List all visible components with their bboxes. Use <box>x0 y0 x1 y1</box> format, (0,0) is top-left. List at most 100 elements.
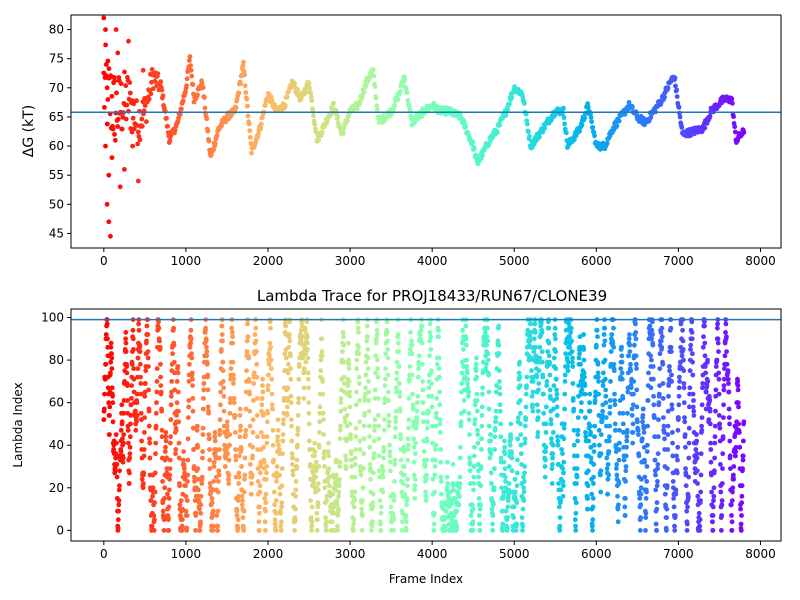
lambda-point <box>716 391 722 397</box>
lambda-point <box>533 344 538 350</box>
lambda-point <box>662 491 668 497</box>
lambda-point <box>230 359 236 365</box>
lambda-point <box>153 440 159 446</box>
lambda-point <box>303 359 309 365</box>
lambda-point <box>318 357 324 363</box>
delta-g-point <box>303 89 309 94</box>
lambda-point <box>611 368 617 374</box>
lambda-point <box>325 449 331 454</box>
lambda-point <box>225 427 230 433</box>
delta-g-point <box>241 59 246 65</box>
lambda-point <box>523 404 529 410</box>
lambda-point <box>576 383 582 388</box>
lambda-point <box>260 413 266 418</box>
lambda-point <box>712 468 717 474</box>
lambda-point <box>335 528 341 533</box>
lambda-point <box>502 474 508 480</box>
lambda-point <box>543 449 548 454</box>
lambda-point <box>250 417 256 423</box>
lambda-point <box>733 444 739 450</box>
lambda-point <box>234 513 240 518</box>
lambda-point <box>198 519 203 525</box>
lambda-point <box>280 432 286 437</box>
lambda-point <box>188 336 194 342</box>
lambda-point <box>633 321 638 327</box>
lambda-point <box>713 387 719 393</box>
lambda-point <box>153 423 159 429</box>
delta-g-point <box>108 233 113 239</box>
lambda-point <box>171 359 177 365</box>
delta-g-point <box>249 150 254 156</box>
lambda-point <box>381 447 387 452</box>
lambda-point <box>700 381 706 386</box>
lambda-point <box>605 476 611 482</box>
lambda-point <box>489 481 494 486</box>
lambda-point <box>625 410 630 416</box>
lambda-point <box>700 344 706 350</box>
lambda-point <box>699 402 705 408</box>
lambda-point <box>381 455 386 461</box>
lambda-point <box>346 366 352 371</box>
delta-g-point <box>204 116 210 122</box>
lambda-point <box>245 321 250 327</box>
lambda-point <box>200 425 206 431</box>
delta-g-point <box>673 83 678 89</box>
lambda-point <box>190 376 195 382</box>
lambda-point <box>301 385 307 391</box>
lambda-point <box>558 498 564 503</box>
lambda-point <box>541 410 547 416</box>
delta-g-point <box>284 94 290 100</box>
lambda-point <box>492 466 497 471</box>
lambda-point <box>724 361 730 367</box>
lambda-point <box>624 427 630 433</box>
lambda-point <box>163 430 169 435</box>
lambda-point <box>405 457 411 463</box>
lambda-point <box>174 379 180 384</box>
lambda-point <box>555 442 561 448</box>
lambda-point <box>582 391 588 397</box>
lambda-point <box>518 442 524 448</box>
lambda-point <box>420 379 426 384</box>
lambda-point <box>130 336 136 342</box>
lambda-point <box>242 455 248 461</box>
lambda-point <box>497 402 503 408</box>
lambda-point <box>180 517 185 523</box>
lambda-point <box>427 330 433 335</box>
lambda-point <box>710 513 716 518</box>
lambda-point <box>315 517 320 523</box>
lambda-point <box>184 498 190 503</box>
lambda-point <box>475 427 480 433</box>
delta-g-point <box>214 133 220 139</box>
lambda-point <box>438 430 443 435</box>
lambda-point <box>553 349 558 354</box>
lambda-point <box>627 332 632 337</box>
lambda-point <box>549 466 555 471</box>
lambda-point <box>236 493 241 499</box>
lambda-point <box>554 387 559 393</box>
lambda-point <box>562 406 567 412</box>
delta-g-xtick-label: 2000 <box>253 254 284 268</box>
lambda-point <box>268 344 274 350</box>
lambda-point <box>543 421 549 427</box>
lambda-point <box>575 427 581 433</box>
lambda-point <box>498 455 504 461</box>
lambda-point <box>585 468 591 474</box>
lambda-point <box>138 381 144 386</box>
lambda-point <box>452 496 458 501</box>
lambda-point <box>702 323 707 329</box>
lambda-point <box>711 485 717 491</box>
lambda-point <box>492 434 498 440</box>
delta-g-panel: 0 1000 2000 3000 4000 5000 6000 7000 80004550556… <box>21 14 782 268</box>
lambda-point <box>270 442 276 448</box>
lambda-point <box>158 361 163 367</box>
lambda-point <box>638 502 644 508</box>
delta-g-point <box>104 121 110 127</box>
lambda-point <box>385 355 391 361</box>
lambda-point <box>554 396 560 401</box>
lambda-point <box>401 449 407 454</box>
lambda-point <box>699 415 705 420</box>
lambda-point <box>251 381 256 386</box>
lambda-point <box>314 510 320 516</box>
lambda-point <box>168 402 174 408</box>
lambda-point <box>727 421 732 427</box>
